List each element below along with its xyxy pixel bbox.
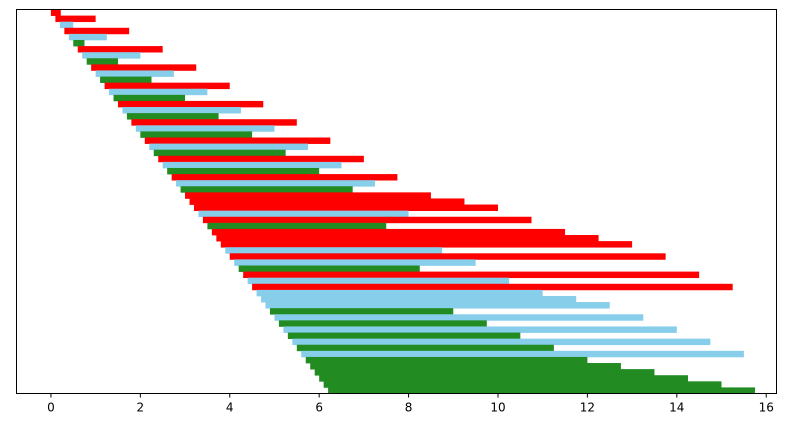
plot-frame <box>16 9 777 394</box>
bar-blue-25 <box>162 161 342 169</box>
bar-green-14 <box>113 94 186 102</box>
x-tick-label-4: 8 <box>405 401 413 415</box>
bar-green-55 <box>296 344 554 352</box>
bar-green-42 <box>238 265 420 272</box>
bar-green-49 <box>269 308 454 315</box>
bar-red-30 <box>185 192 431 199</box>
bar-red-31 <box>189 198 465 205</box>
bar-red-36 <box>211 228 566 236</box>
x-tick-label-5: 10 <box>490 401 505 415</box>
bar-green-11 <box>100 76 152 83</box>
x-tick-label-6: 12 <box>580 401 595 415</box>
x-axis: 0 2 4 6 8 10 12 14 16 <box>47 393 774 415</box>
bar-green-58 <box>310 363 621 370</box>
bar-red-34 <box>202 216 532 224</box>
bar-green-53 <box>287 332 521 339</box>
bar-blue-16 <box>122 107 241 114</box>
bar-red-38 <box>220 241 633 248</box>
bar-blue-48 <box>265 302 610 309</box>
bar-green-51 <box>278 320 487 327</box>
bar-blue-22 <box>149 143 308 151</box>
bar-red-43 <box>243 271 700 279</box>
bar-blue-41 <box>234 259 476 266</box>
x-tick-label-3: 6 <box>315 401 323 415</box>
bar-red-1 <box>55 15 96 23</box>
bar-red-12 <box>104 82 230 90</box>
bar-red-6 <box>77 46 163 53</box>
bar-blue-47 <box>261 295 577 303</box>
bar-red-45 <box>252 283 733 291</box>
bar-red-27 <box>171 174 398 181</box>
bar-green-35 <box>207 222 387 230</box>
bar-green-5 <box>73 39 85 47</box>
bar-blue-4 <box>68 33 107 41</box>
bar-blue-19 <box>135 125 275 132</box>
bar-green-23 <box>153 149 286 157</box>
bar-blue-50 <box>274 314 644 321</box>
bar-red-37 <box>216 235 599 242</box>
x-tick-label-8: 16 <box>759 401 774 415</box>
bar-blue-28 <box>176 180 376 187</box>
bar-blue-7 <box>82 52 141 59</box>
bar-blue-54 <box>292 338 711 346</box>
bar-green-59 <box>314 369 655 376</box>
bar-green-20 <box>140 131 253 138</box>
bar-green-61 <box>323 381 722 388</box>
bar-blue-52 <box>283 326 677 333</box>
bar-green-57 <box>305 356 588 364</box>
x-tick-label-0: 0 <box>47 401 55 415</box>
x-tick-label-2: 4 <box>226 401 234 415</box>
bar-red-40 <box>229 253 666 260</box>
x-tick-label-7: 14 <box>669 401 684 415</box>
bar-blue-33 <box>198 210 409 218</box>
bar-green-62 <box>328 387 756 394</box>
bar-red-3 <box>64 27 130 35</box>
bar-red-21 <box>144 137 331 144</box>
bar-red-15 <box>117 100 264 108</box>
bar-green-26 <box>167 167 320 175</box>
bar-blue-39 <box>225 247 443 254</box>
bar-green-29 <box>180 186 353 193</box>
bar-blue-44 <box>247 277 510 285</box>
bar-green-8 <box>86 58 118 65</box>
bars-layer <box>50 9 756 394</box>
bar-red-32 <box>193 204 498 211</box>
bar-red-0 <box>50 9 61 16</box>
bar-blue-13 <box>109 88 208 96</box>
bar-red-9 <box>91 64 197 71</box>
bar-red-18 <box>131 119 297 126</box>
bar-blue-56 <box>301 350 744 358</box>
bar-red-24 <box>158 155 364 163</box>
bar-green-60 <box>319 375 688 382</box>
bar-blue-10 <box>95 70 174 77</box>
bar-blue-2 <box>59 21 74 29</box>
bar-blue-46 <box>256 289 543 297</box>
x-tick-label-1: 2 <box>137 401 145 415</box>
bar-green-17 <box>126 113 219 120</box>
